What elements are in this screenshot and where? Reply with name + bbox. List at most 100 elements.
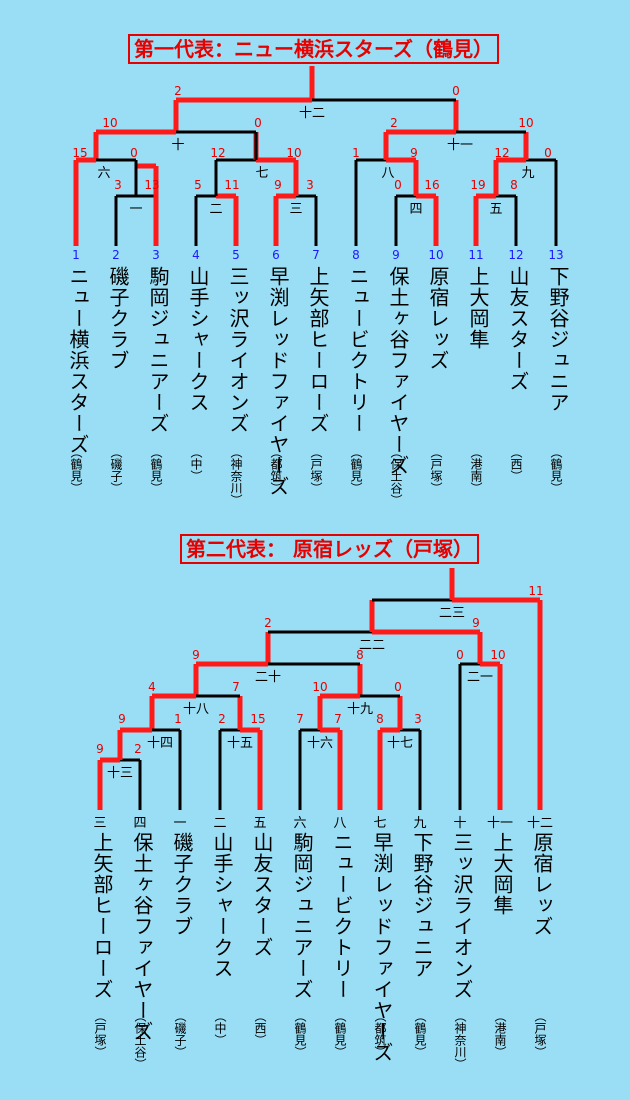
team-name: 早渕レッドファイヤーズ [370, 832, 394, 1063]
score-label: 3 [414, 712, 422, 726]
score-label: 2 [264, 616, 272, 630]
score-label: 7 [334, 712, 342, 726]
bracket2-title: 第二代表： 原宿レッズ（戸塚） [180, 534, 479, 564]
team-label: 四 [133, 816, 147, 831]
score-label: 7 [296, 712, 304, 726]
score-label: 15 [250, 712, 266, 726]
game-number: 一 [129, 202, 143, 217]
team-label: 八 [333, 816, 347, 831]
team-name: 保土ヶ谷ファイヤーズ [386, 266, 410, 476]
bracket1-title: 第一代表：ニュー横浜スターズ（鶴見） [128, 34, 499, 64]
score-label: 0 [452, 84, 460, 98]
team-name: 早渕レッドファイヤーズ [266, 266, 290, 497]
game-number: 二二 [358, 638, 386, 653]
team-district: （磯子） [173, 1010, 187, 1058]
team-label: 二 [213, 816, 227, 831]
team-label: 十 [453, 816, 467, 831]
team-seed: 7 [312, 248, 320, 262]
score-label: 9 [410, 146, 418, 160]
game-number: 五 [489, 202, 503, 217]
score-label: 10 [312, 680, 328, 694]
team-district: （戸塚） [533, 1010, 547, 1058]
team-name: 駒岡ジュニアーズ [146, 266, 170, 434]
team-name: ニュー横浜スターズ [66, 266, 90, 455]
score-label: 0 [544, 146, 552, 160]
score-label: 1 [174, 712, 182, 726]
team-district: （西） [509, 446, 523, 482]
team-seed: 9 [392, 248, 400, 262]
score-label: 7 [232, 680, 240, 694]
team-district: （神奈川） [453, 1010, 467, 1070]
team-name: 磯子クラブ [106, 266, 130, 371]
score-label: 2 [174, 84, 182, 98]
game-number: 十四 [146, 736, 174, 751]
team-district: （中） [213, 1010, 227, 1046]
score-label: 16 [424, 178, 440, 192]
team-seed: 12 [508, 248, 524, 262]
score-label: 0 [254, 116, 262, 130]
game-number: 十九 [346, 702, 374, 717]
game-number: 六 [97, 166, 111, 181]
team-name: 駒岡ジュニアーズ [290, 832, 314, 1000]
team-name: ニュービクトリー [346, 266, 370, 434]
team-name: 上矢部ヒーローズ [90, 832, 114, 1000]
score-label: 9 [192, 648, 200, 662]
team-district: （保土谷） [389, 446, 403, 506]
game-number: 二三 [438, 606, 466, 621]
game-number: 十八 [182, 702, 210, 717]
team-name: 三ッ沢ライオンズ [226, 266, 250, 434]
team-label: 五 [253, 816, 267, 831]
score-label: 9 [472, 616, 480, 630]
score-label: 8 [376, 712, 384, 726]
game-number: 十五 [226, 736, 254, 751]
game-number: 十六 [306, 736, 334, 751]
team-district: （鶴見） [349, 446, 363, 494]
team-label: 七 [373, 816, 387, 831]
score-label: 5 [194, 178, 202, 192]
game-number: 二 [209, 202, 223, 217]
game-number: 八 [381, 166, 395, 181]
team-name: 山手シャークス [210, 832, 234, 979]
game-number: 十二 [298, 106, 326, 121]
team-seed: 10 [428, 248, 444, 262]
score-label: 10 [518, 116, 534, 130]
team-seed: 3 [152, 248, 160, 262]
team-name: 上矢部ヒーローズ [306, 266, 330, 434]
team-seed: 8 [352, 248, 360, 262]
team-name: 磯子クラブ [170, 832, 194, 937]
team-seed: 1 [72, 248, 80, 262]
score-label: 2 [134, 742, 142, 756]
score-label: 15 [72, 146, 88, 160]
score-label: 13 [144, 178, 160, 192]
score-label: 11 [224, 178, 240, 192]
team-name: 下野谷ジュニア [410, 832, 434, 979]
score-label: 0 [456, 648, 464, 662]
score-label: 9 [274, 178, 282, 192]
game-number: 十 [171, 138, 185, 153]
team-district: （戸塚） [93, 1010, 107, 1058]
team-label: 六 [293, 816, 307, 831]
team-district: （鶴見） [333, 1010, 347, 1058]
game-number: 四 [409, 202, 423, 217]
score-label: 10 [102, 116, 118, 130]
score-label: 0 [394, 680, 402, 694]
team-label: 一 [173, 816, 187, 831]
team-label: 十二 [526, 816, 554, 831]
score-label: 19 [470, 178, 486, 192]
team-name: ニュービクトリー [330, 832, 354, 1000]
team-name: 山友スターズ [250, 832, 274, 958]
team-district: （保土谷） [133, 1010, 147, 1070]
team-district: （戸塚） [309, 446, 323, 494]
team-seed: 13 [548, 248, 564, 262]
team-district: （港南） [493, 1010, 507, 1058]
team-district: （中） [189, 446, 203, 482]
score-label: 2 [390, 116, 398, 130]
team-district: （戸塚） [429, 446, 443, 494]
score-label: 9 [118, 712, 126, 726]
team-district: （鶴見） [293, 1010, 307, 1058]
score-label: 1 [352, 146, 360, 160]
team-district: （都筑） [373, 1010, 387, 1058]
score-label: 8 [510, 178, 518, 192]
team-seed: 11 [468, 248, 484, 262]
